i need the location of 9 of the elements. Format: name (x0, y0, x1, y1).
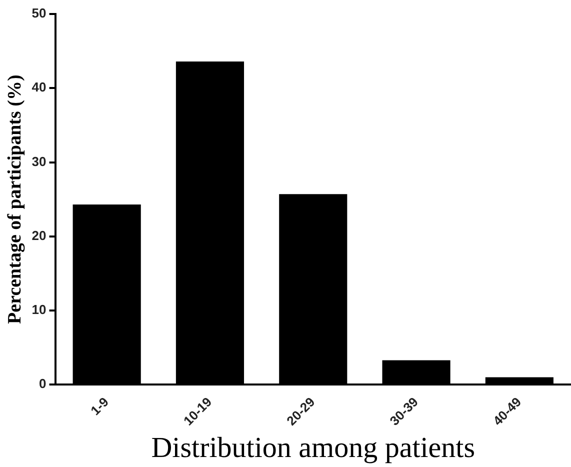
x-axis-title: Distribution among patients (151, 432, 476, 464)
y-tick-label: 0 (39, 376, 46, 392)
y-tick-label: 30 (32, 154, 46, 169)
y-tick-label: 40 (32, 80, 46, 95)
y-tick-label: 10 (32, 302, 46, 318)
y-axis-title: Percentage of participants (%) (4, 74, 26, 324)
y-tick-label: 50 (32, 6, 46, 21)
x-tick-label: 1-9 (88, 394, 112, 418)
y-tick-label: 20 (32, 228, 46, 243)
